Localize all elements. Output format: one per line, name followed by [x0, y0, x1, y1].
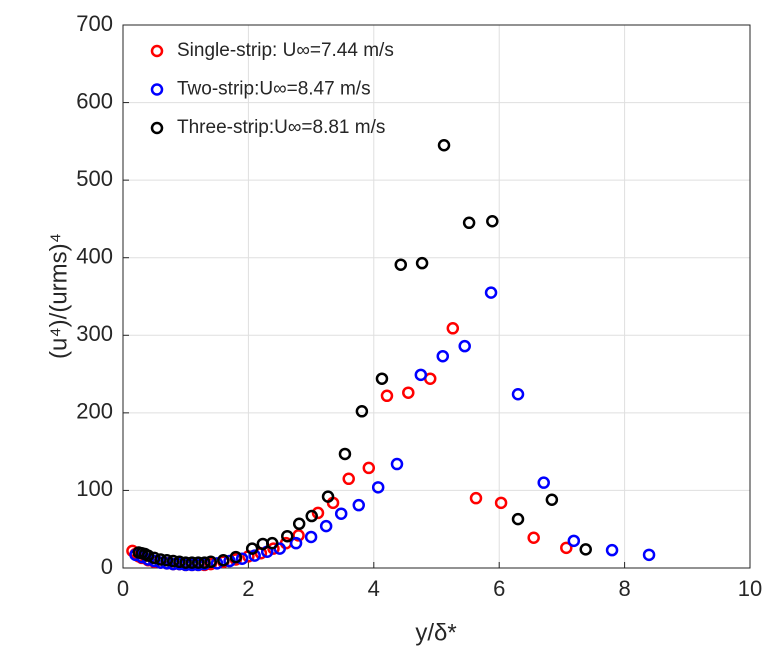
data-point	[527, 531, 540, 544]
data-point	[185, 556, 199, 569]
data-point	[484, 286, 498, 299]
data-point	[338, 447, 352, 461]
legend-label: Single-strip: U∞=7.44 m/s	[177, 40, 394, 61]
data-point	[511, 512, 525, 526]
data-point	[446, 322, 460, 335]
y-axis-label: (u⁴)/(urms)⁴	[45, 233, 72, 359]
legend-marker	[150, 83, 164, 96]
y-tick-label: 100	[76, 476, 113, 501]
data-point	[292, 517, 306, 531]
data-point	[375, 372, 389, 385]
data-point	[642, 548, 656, 562]
data-point	[486, 215, 499, 228]
data-point	[390, 457, 404, 471]
data-point	[292, 529, 305, 542]
data-point	[469, 491, 483, 505]
y-tick-label: 400	[76, 244, 113, 269]
data-point	[204, 555, 218, 569]
y-tick-label: 0	[101, 554, 113, 579]
data-point	[245, 542, 259, 555]
data-point	[235, 552, 249, 565]
data-point	[281, 529, 294, 543]
data-point	[537, 476, 550, 489]
data-point	[248, 549, 261, 562]
data-point	[362, 461, 376, 475]
data-point	[191, 556, 205, 569]
data-point	[605, 543, 619, 557]
data-point	[402, 386, 415, 399]
legend-label: Three-strip:U∞=8.81 m/s	[177, 117, 385, 138]
x-tick-label: 6	[493, 576, 505, 601]
x-tick-label: 0	[117, 576, 129, 601]
x-tick-label: 4	[368, 576, 380, 601]
legend-label: Two-strip:U∞=8.47 m/s	[177, 79, 371, 100]
legend-marker	[150, 121, 164, 135]
data-point	[148, 551, 161, 565]
data-point	[141, 549, 155, 562]
data-point	[494, 496, 508, 510]
data-point	[289, 536, 303, 550]
data-point	[355, 405, 369, 418]
data-point	[198, 556, 211, 569]
data-point	[567, 534, 581, 548]
data-point	[265, 536, 279, 550]
data-point	[437, 138, 451, 152]
data-point	[414, 368, 428, 382]
data-point	[217, 553, 230, 567]
data-point	[173, 555, 186, 569]
data-point	[154, 553, 167, 566]
x-tick-label: 10	[738, 576, 762, 601]
data-point	[305, 509, 318, 523]
data-point	[321, 490, 335, 503]
data-point	[319, 519, 333, 533]
data-point	[511, 387, 525, 401]
data-point	[342, 472, 355, 486]
data-point	[352, 498, 366, 512]
data-point	[380, 389, 394, 403]
x-tick-label: 2	[242, 576, 254, 601]
data-point	[166, 554, 180, 568]
data-point	[267, 542, 280, 555]
y-tick-label: 500	[76, 166, 113, 191]
data-point	[436, 349, 450, 363]
plot-frame	[122, 24, 751, 569]
x-tick-label: 8	[618, 576, 630, 601]
y-tick-label: 200	[76, 399, 113, 424]
data-point	[334, 507, 348, 520]
data-point	[371, 481, 385, 494]
data-point	[579, 543, 592, 556]
data-point	[560, 541, 573, 555]
data-point	[545, 493, 559, 506]
y-tick-label: 700	[76, 11, 113, 36]
data-point	[462, 216, 476, 230]
legend-marker	[150, 44, 164, 58]
data-point	[394, 258, 408, 271]
data-point	[311, 506, 325, 520]
data-point	[160, 553, 174, 567]
data-point	[210, 557, 224, 570]
data-point	[304, 530, 318, 544]
y-tick-label: 300	[76, 321, 113, 346]
data-point	[229, 550, 243, 564]
data-point	[179, 556, 192, 569]
data-point	[415, 256, 429, 270]
y-tick-label: 600	[76, 88, 113, 113]
data-point	[458, 339, 471, 353]
x-axis-label: y/δ*	[415, 619, 456, 646]
